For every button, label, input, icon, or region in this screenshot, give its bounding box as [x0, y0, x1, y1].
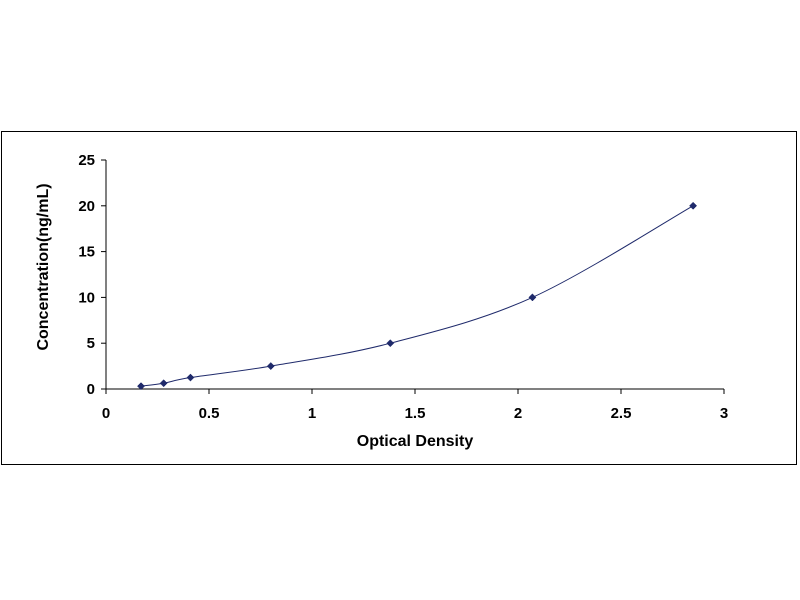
x-tick-label: 0.5 [199, 405, 220, 422]
data-point [137, 382, 145, 391]
x-tick-label: 2.5 [611, 405, 632, 422]
y-tick-label: 0 [87, 381, 95, 398]
x-tick-label: 3 [720, 405, 728, 422]
y-tick-label: 20 [78, 198, 95, 215]
data-point [186, 373, 195, 382]
y-axis-title: Concentration(ng/mL) [35, 183, 52, 350]
x-tick-label: 2 [514, 405, 522, 422]
data-point [528, 293, 537, 302]
data-point [266, 362, 275, 371]
x-tick-label: 0 [102, 405, 110, 422]
data-points [137, 201, 698, 391]
x-axis-title: Optical Density [357, 433, 474, 450]
plot-area: 0 5 10 15 20 25 0 0.5 1 1.5 2 2.5 3 [78, 152, 728, 422]
trend-line [140, 205, 694, 387]
y-tick-label: 5 [87, 335, 95, 352]
data-point [689, 201, 698, 210]
y-axis-ticks: 0 5 10 15 20 25 [78, 152, 106, 398]
data-point [159, 379, 168, 388]
y-tick-label: 10 [78, 289, 95, 306]
x-axis-ticks: 0 0.5 1 1.5 2 2.5 3 [102, 389, 728, 422]
data-point [386, 339, 395, 348]
chart-frame [1, 131, 797, 465]
y-tick-label: 15 [78, 244, 95, 261]
x-tick-label: 1.5 [405, 405, 426, 422]
y-tick-label: 25 [78, 152, 95, 169]
x-tick-label: 1 [308, 405, 316, 422]
